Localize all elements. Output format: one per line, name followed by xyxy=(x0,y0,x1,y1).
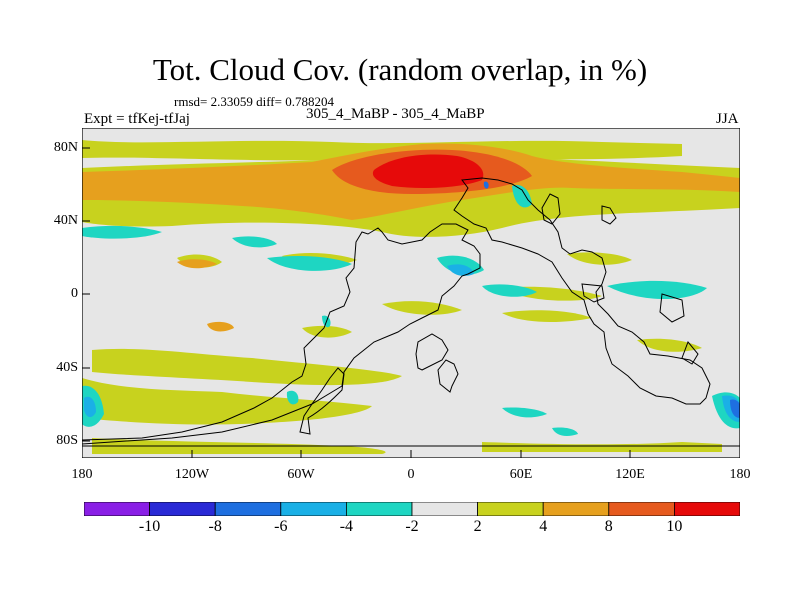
colorbar-label: -10 xyxy=(138,518,161,535)
x-tick-label: 120W xyxy=(174,467,210,482)
x-tick-label: 180 xyxy=(729,467,751,482)
positive-anomaly-red xyxy=(372,154,484,188)
negative-anomaly-blue xyxy=(483,181,740,418)
continent-outlines xyxy=(82,177,740,447)
x-tick-label: 0 xyxy=(407,467,415,482)
colorbar-swatch xyxy=(542,502,610,516)
colorbar-label: -2 xyxy=(405,518,419,535)
season-label: JJA xyxy=(716,111,739,127)
colorbar-swatch xyxy=(84,502,150,516)
colorbar-label: -6 xyxy=(274,518,288,535)
colorbar-swatch xyxy=(674,502,740,516)
colorbar-swatch xyxy=(477,502,544,516)
map-title: Tot. Cloud Cov. (random overlap, in %) xyxy=(152,52,648,87)
y-tick-label: 80S xyxy=(56,433,78,448)
colorbar-label: 4 xyxy=(539,518,548,535)
x-tick-label: 120E xyxy=(615,467,645,482)
colorbar-label: 2 xyxy=(473,518,482,535)
colorbar-swatch xyxy=(214,502,282,516)
experiment-label: Expt = tfKej-tfJaj xyxy=(84,111,190,127)
run-subtitle: 305_4_MaBP - 305_4_MaBP xyxy=(306,106,485,122)
x-tick-label: 60W xyxy=(287,467,315,482)
colorbar-swatch xyxy=(608,502,675,516)
colorbar-label: -4 xyxy=(339,518,354,535)
colorbar-swatch xyxy=(345,502,413,516)
colorbar-label: 10 xyxy=(666,518,683,535)
y-tick-label: 40N xyxy=(53,213,78,228)
x-tick-label: 180 xyxy=(71,467,93,482)
x-tick-label: 60E xyxy=(509,467,533,482)
y-tick-label: 0 xyxy=(71,286,78,301)
rmsd-diff-stats: rmsd= 2.33059 diff= 0.788204 xyxy=(174,94,334,109)
colorbar xyxy=(84,502,740,516)
axis-ticks xyxy=(82,147,740,458)
colorbar-swatch xyxy=(280,502,347,516)
colorbar-label: 8 xyxy=(604,518,613,535)
colorbar-swatch xyxy=(411,502,478,516)
y-tick-label: 80N xyxy=(53,140,78,155)
colorbar-swatch xyxy=(149,502,216,516)
colorbar-label: -8 xyxy=(208,518,222,535)
cloud-cover-difference-map xyxy=(82,128,740,458)
y-tick-label: 40S xyxy=(56,360,78,375)
